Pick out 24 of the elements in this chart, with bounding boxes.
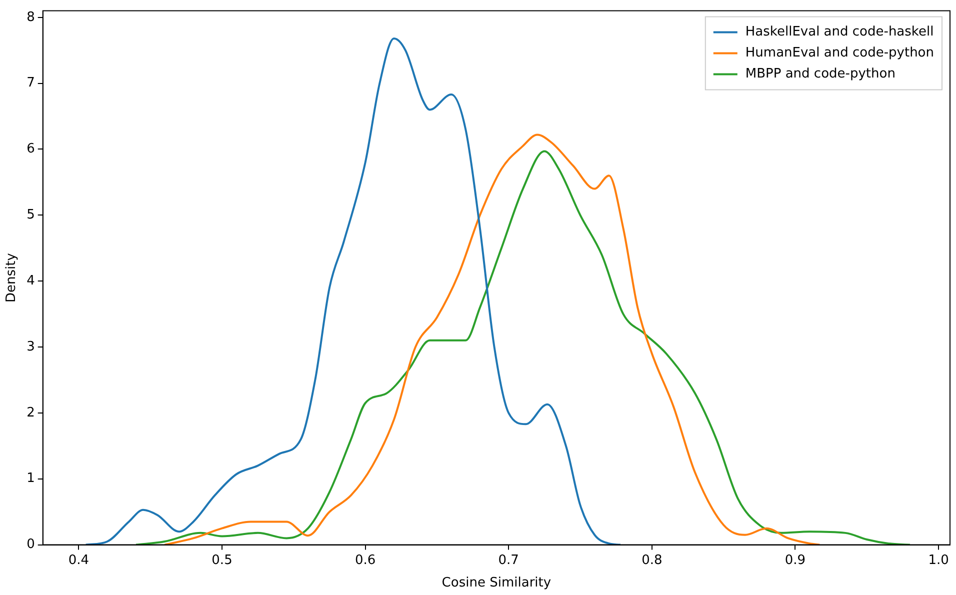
legend-label: MBPP and code-python xyxy=(745,66,896,82)
x-tick-label: 0.8 xyxy=(642,552,662,568)
y-tick-label: 0 xyxy=(26,537,35,552)
y-tick-label: 1 xyxy=(26,471,35,486)
x-tick-label: 0.4 xyxy=(68,552,90,568)
x-tick-label: 0.5 xyxy=(212,552,232,568)
y-tick-label: 8 xyxy=(26,10,35,25)
line-series xyxy=(164,134,821,545)
y-tick-label: 3 xyxy=(26,339,35,354)
y-tick-label: 7 xyxy=(26,76,35,91)
legend-label: HaskellEval and code-haskell xyxy=(745,24,934,40)
y-tick-label: 6 xyxy=(26,142,35,157)
y-tick-label: 5 xyxy=(26,208,35,223)
x-tick-label: 0.6 xyxy=(354,552,376,568)
legend-label: HumanEval and code-python xyxy=(745,46,934,61)
x-tick-label: 1.0 xyxy=(928,552,949,568)
x-axis-title: Cosine Similarity xyxy=(442,576,552,591)
line-series xyxy=(135,150,911,545)
y-tick-label: 4 xyxy=(26,273,35,288)
y-axis-title: Density xyxy=(4,252,20,303)
y-tick-label: 2 xyxy=(26,405,35,420)
x-tick-label: 0.9 xyxy=(784,552,806,568)
x-tick-label: 0.7 xyxy=(498,552,519,568)
line-series xyxy=(84,37,622,545)
